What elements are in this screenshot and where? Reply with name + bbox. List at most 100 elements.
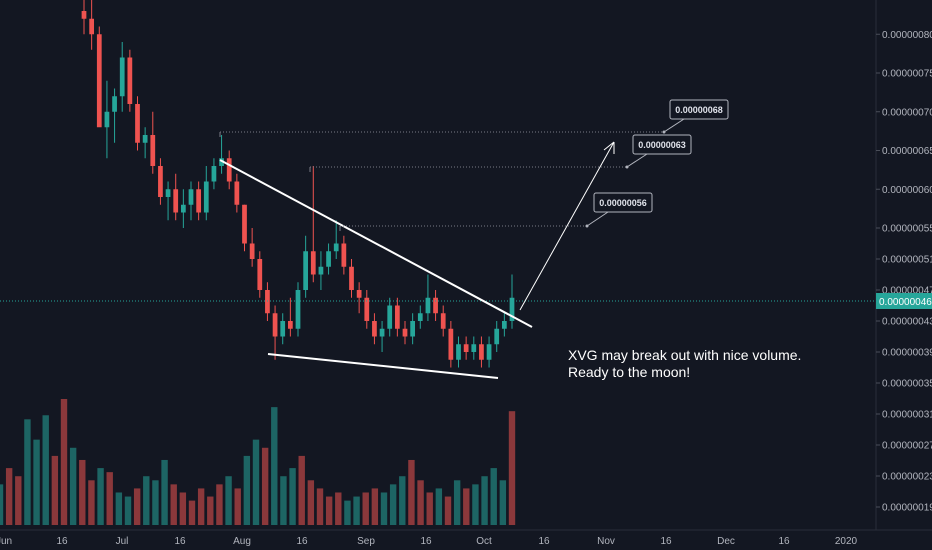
target-callout-box (593, 192, 653, 213)
candle-body (89, 18, 95, 35)
time-tick-label: 16 (296, 536, 308, 547)
candle-body (249, 243, 255, 259)
candles-layer (81, 0, 515, 368)
annotation-line-2: Ready to the moon! (568, 364, 691, 380)
volume-layer (0, 399, 516, 525)
candle-body (410, 321, 416, 337)
volume-bar (179, 492, 187, 525)
volume-bar (197, 488, 205, 525)
volume-bar (353, 496, 360, 525)
candle-body (494, 328, 500, 345)
idea-annotation: XVG may break out with nice volume. Read… (568, 347, 801, 381)
candle-body (387, 305, 393, 329)
candle-body (456, 344, 461, 360)
volume-bar (15, 476, 22, 525)
candle-body (211, 166, 217, 182)
volume-bar (316, 488, 324, 525)
candle-body (318, 266, 324, 275)
candle-body (142, 135, 148, 143)
candle-body (364, 297, 370, 321)
candle-body (425, 297, 431, 314)
price-tick-label: 0.00000060 (882, 185, 932, 196)
candle-body (509, 297, 515, 321)
volume-bar (271, 407, 278, 525)
price-tick-label: 0.00000051 (882, 255, 932, 266)
resistance-trendline (219, 159, 533, 328)
time-tick-label: 16 (420, 536, 432, 547)
candle-body (280, 321, 286, 337)
price-tick-label: 0.00000080 (882, 30, 932, 41)
target-callout-pointer (663, 118, 685, 133)
candle-body (486, 344, 492, 360)
candle-body (310, 251, 316, 275)
time-tick-label: Oct (476, 536, 492, 547)
volume-bar (453, 480, 461, 525)
candle-body (112, 96, 117, 112)
volume-bar (51, 455, 59, 525)
volume-bar (5, 468, 13, 525)
candle-body (158, 166, 163, 197)
volume-bar (508, 411, 516, 525)
volume-bar (234, 488, 241, 525)
candle-body (242, 204, 247, 244)
price-tick-label: 0.00000055 (882, 224, 932, 235)
candle-body (341, 243, 347, 267)
volume-bar (115, 492, 123, 525)
time-tick-label: 16 (174, 536, 186, 547)
time-tick-label: Sep (357, 536, 375, 547)
candle-body (165, 189, 171, 197)
target-callout-label: 0.00000063 (638, 140, 686, 150)
price-tick-label: 0.00000031 (882, 410, 932, 421)
candle-body (104, 111, 110, 128)
candle-body (135, 104, 140, 143)
candle-body (234, 181, 240, 205)
time-tick-label: 16 (660, 536, 672, 547)
time-tick-label: Jun (0, 536, 12, 547)
candle-body (379, 328, 385, 337)
candle-body (287, 321, 293, 329)
volume-bar (426, 492, 433, 525)
time-tick-label: 16 (538, 536, 550, 547)
volume-bar (444, 496, 452, 525)
candle-body (127, 57, 133, 104)
candle-body (326, 251, 331, 267)
candle-body (96, 34, 102, 128)
price-tick-label: 0.00000047 (882, 286, 932, 297)
volume-bar (435, 488, 443, 525)
candle-body (448, 328, 454, 360)
candle-body (356, 290, 362, 298)
candle-body (501, 321, 507, 329)
candle-body (272, 313, 278, 337)
volume-bar (298, 455, 305, 525)
volume-bar (152, 480, 159, 525)
time-tick-label: 16 (56, 536, 68, 547)
volume-bar (207, 496, 214, 525)
volume-bar (335, 492, 342, 525)
candle-body (265, 290, 270, 314)
last-price-label: 0.00000046 (879, 297, 932, 308)
candle-body (180, 204, 186, 213)
time-tick-label: 2020 (835, 536, 858, 547)
volume-bar (490, 468, 497, 525)
price-tick-label: 0.00000075 (882, 69, 932, 80)
volume-bar (88, 480, 95, 525)
candle-body (196, 189, 202, 213)
price-tick-label: 0.00000023 (882, 472, 932, 483)
target-callout-label: 0.00000056 (599, 198, 647, 208)
target-callout-pointer (586, 211, 609, 227)
candle-body (203, 181, 209, 213)
volume-bar (261, 447, 269, 525)
candle-body (349, 266, 354, 290)
candle-body (188, 189, 194, 205)
volume-bar (417, 480, 424, 525)
price-axis[interactable]: 0.00000085 0.00000080 0.00000075 0.00000070… (875, 0, 932, 530)
volume-bar (280, 476, 287, 525)
volume-bar (97, 468, 104, 525)
volume-bar (307, 480, 315, 525)
candle-body (433, 297, 438, 314)
last-price-tag-bg (876, 293, 932, 309)
time-axis[interactable]: Jun 16 Jul 16 Aug 16 Sep 16 Oct 16 Nov 16 Dec 16 2020 (0, 529, 932, 547)
candle-body (119, 57, 125, 97)
candle-body (257, 259, 263, 290)
